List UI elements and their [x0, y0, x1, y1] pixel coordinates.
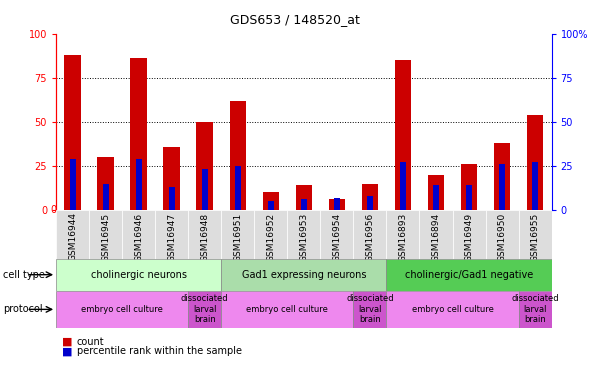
- Text: GSM16951: GSM16951: [233, 212, 242, 262]
- Text: GSM16952: GSM16952: [266, 212, 276, 262]
- Bar: [202, 170, 208, 210]
- Text: GDS653 / 148520_at: GDS653 / 148520_at: [230, 13, 360, 26]
- Bar: [103, 183, 109, 210]
- Bar: [486, 210, 519, 259]
- Bar: [419, 210, 453, 259]
- Bar: [221, 210, 254, 259]
- Bar: [499, 164, 505, 210]
- Bar: [136, 159, 142, 210]
- Bar: [428, 175, 444, 210]
- Bar: [395, 60, 411, 210]
- Bar: [494, 143, 510, 210]
- Bar: [56, 291, 188, 328]
- Bar: [320, 210, 353, 259]
- Text: GSM16947: GSM16947: [167, 212, 176, 262]
- Bar: [519, 291, 552, 328]
- Bar: [221, 259, 386, 291]
- Bar: [296, 185, 312, 210]
- Text: embryo cell culture: embryo cell culture: [247, 305, 328, 314]
- Bar: [461, 164, 477, 210]
- Bar: [130, 58, 147, 210]
- Text: dissociated
larval
brain: dissociated larval brain: [346, 294, 394, 324]
- Bar: [64, 55, 81, 210]
- Bar: [230, 101, 246, 210]
- Text: cholinergic neurons: cholinergic neurons: [91, 270, 186, 280]
- Text: GSM16893: GSM16893: [398, 212, 408, 262]
- Bar: [188, 210, 221, 259]
- Text: GSM16944: GSM16944: [68, 212, 77, 261]
- Bar: [367, 196, 373, 210]
- Text: percentile rank within the sample: percentile rank within the sample: [77, 346, 242, 356]
- Bar: [466, 185, 472, 210]
- Bar: [70, 159, 76, 210]
- Text: GSM16948: GSM16948: [200, 212, 209, 262]
- Text: ■: ■: [62, 337, 73, 347]
- Bar: [400, 162, 406, 210]
- Bar: [122, 210, 155, 259]
- Bar: [453, 210, 486, 259]
- Bar: [334, 198, 340, 210]
- Text: embryo cell culture: embryo cell culture: [81, 305, 163, 314]
- Text: dissociated
larval
brain: dissociated larval brain: [181, 294, 228, 324]
- Text: cholinergic/Gad1 negative: cholinergic/Gad1 negative: [405, 270, 533, 280]
- Bar: [353, 210, 386, 259]
- Text: GSM16894: GSM16894: [431, 212, 441, 262]
- Bar: [527, 115, 543, 210]
- Bar: [386, 259, 552, 291]
- Text: GSM16950: GSM16950: [497, 212, 507, 262]
- Bar: [196, 122, 213, 210]
- Bar: [188, 291, 221, 328]
- Text: embryo cell culture: embryo cell culture: [412, 305, 493, 314]
- Bar: [97, 157, 114, 210]
- Text: GSM16956: GSM16956: [365, 212, 375, 262]
- Bar: [254, 210, 287, 259]
- Bar: [268, 201, 274, 210]
- Bar: [235, 166, 241, 210]
- Bar: [263, 192, 279, 210]
- Bar: [386, 210, 419, 259]
- Bar: [56, 259, 221, 291]
- Text: GSM16946: GSM16946: [134, 212, 143, 262]
- Text: protocol: protocol: [3, 304, 42, 314]
- Bar: [386, 291, 519, 328]
- Text: cell type: cell type: [3, 270, 45, 280]
- Bar: [532, 162, 538, 210]
- Bar: [287, 210, 320, 259]
- Text: 0: 0: [50, 205, 56, 215]
- Bar: [89, 210, 122, 259]
- Text: GSM16955: GSM16955: [530, 212, 540, 262]
- Text: GSM16954: GSM16954: [332, 212, 342, 262]
- Text: GSM16953: GSM16953: [299, 212, 309, 262]
- Bar: [519, 210, 552, 259]
- Bar: [301, 200, 307, 210]
- Text: count: count: [77, 337, 104, 347]
- Bar: [169, 187, 175, 210]
- Bar: [329, 200, 345, 210]
- Text: GSM16949: GSM16949: [464, 212, 474, 262]
- Bar: [362, 183, 378, 210]
- Text: Gad1 expressing neurons: Gad1 expressing neurons: [241, 270, 366, 280]
- Bar: [353, 291, 386, 328]
- Bar: [221, 291, 353, 328]
- Text: GSM16945: GSM16945: [101, 212, 110, 262]
- Text: ■: ■: [62, 346, 73, 356]
- Text: dissociated
larval
brain: dissociated larval brain: [512, 294, 559, 324]
- Bar: [155, 210, 188, 259]
- Bar: [433, 185, 439, 210]
- Bar: [163, 147, 180, 210]
- Bar: [56, 210, 89, 259]
